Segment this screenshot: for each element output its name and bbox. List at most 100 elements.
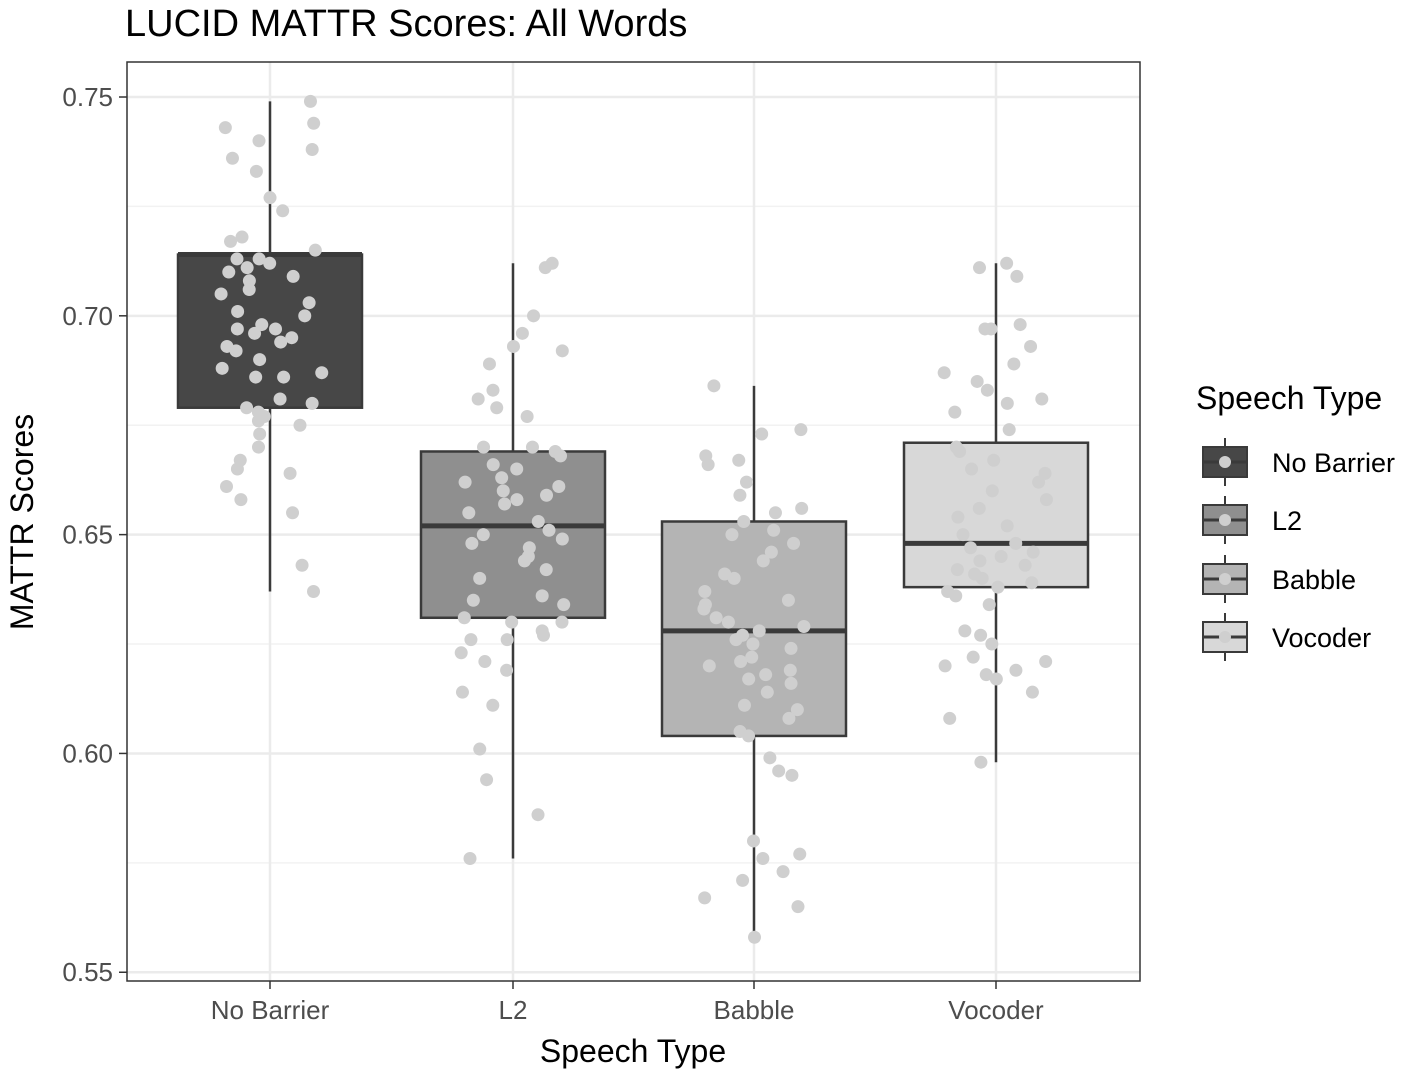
- data-point-vocoder: [973, 261, 987, 275]
- y-tick-label: 0.75: [62, 82, 113, 112]
- data-point-vocoder: [1013, 318, 1027, 332]
- data-point-babble: [742, 729, 756, 743]
- data-point-babble: [785, 768, 799, 782]
- data-point-l2: [465, 536, 479, 550]
- legend-label-l2: L2: [1272, 506, 1302, 536]
- data-point-no-barrier: [234, 493, 248, 507]
- data-point-vocoder: [956, 528, 970, 542]
- data-point-babble: [794, 423, 808, 437]
- data-point-no-barrier: [220, 479, 234, 493]
- data-point-vocoder: [1002, 423, 1016, 437]
- x-tick-label-no-barrier: No Barrier: [211, 995, 330, 1025]
- data-point-babble: [790, 703, 804, 717]
- data-point-babble: [768, 506, 782, 520]
- data-point-vocoder: [1039, 493, 1053, 507]
- legend-key-point-no-barrier: [1219, 456, 1231, 468]
- data-point-vocoder: [979, 668, 993, 682]
- data-point-vocoder: [987, 453, 1001, 467]
- legend-key-point-vocoder: [1219, 631, 1231, 643]
- data-point-no-barrier: [251, 440, 265, 454]
- data-point-babble: [736, 873, 750, 887]
- data-point-no-barrier: [252, 252, 266, 266]
- data-point-no-barrier: [263, 256, 277, 270]
- data-point-l2: [473, 742, 487, 756]
- data-point-l2: [500, 663, 514, 677]
- data-point-no-barrier: [302, 296, 316, 310]
- data-point-no-barrier: [277, 370, 291, 384]
- box-l2: [419, 450, 607, 620]
- x-tick-label-l2: L2: [499, 995, 528, 1025]
- data-point-babble: [760, 685, 774, 699]
- data-point-l2: [555, 532, 569, 546]
- data-point-vocoder: [980, 383, 994, 397]
- data-point-babble: [756, 554, 770, 568]
- data-point-l2: [466, 593, 480, 607]
- data-point-vocoder: [1009, 663, 1023, 677]
- chart-title: LUCID MATTR Scores: All Words: [125, 3, 687, 45]
- data-point-no-barrier: [252, 134, 266, 148]
- data-point-l2: [510, 462, 524, 476]
- data-point-no-barrier: [248, 326, 262, 340]
- data-point-no-barrier: [249, 370, 263, 384]
- data-point-l2: [536, 628, 550, 642]
- data-point-l2: [454, 646, 468, 660]
- data-point-l2: [473, 571, 487, 585]
- data-point-no-barrier: [235, 230, 249, 244]
- data-point-babble: [745, 650, 759, 664]
- data-point-l2: [525, 440, 539, 454]
- data-point-l2: [539, 563, 553, 577]
- data-point-vocoder: [985, 484, 999, 498]
- data-point-l2: [517, 554, 531, 568]
- plot-border: [126, 61, 1141, 982]
- data-point-l2: [540, 488, 554, 502]
- data-point-l2: [482, 357, 496, 371]
- data-point-vocoder: [991, 580, 1005, 594]
- data-point-no-barrier: [231, 304, 245, 318]
- data-point-l2: [527, 309, 541, 323]
- data-point-vocoder: [974, 628, 988, 642]
- data-point-l2: [480, 773, 494, 787]
- data-point-vocoder: [985, 637, 999, 651]
- data-point-l2: [554, 449, 568, 463]
- data-point-l2: [555, 344, 569, 358]
- data-point-babble: [752, 624, 766, 638]
- data-point-babble: [746, 637, 760, 651]
- data-point-no-barrier: [263, 191, 277, 205]
- x-tick-label-vocoder: Vocoder: [948, 995, 1044, 1025]
- data-point-vocoder: [965, 462, 979, 476]
- legend-key-point-babble: [1219, 573, 1231, 585]
- data-point-vocoder: [949, 589, 963, 603]
- data-point-vocoder: [973, 554, 987, 568]
- y-tick-label: 0.70: [62, 301, 113, 331]
- data-point-l2: [486, 698, 500, 712]
- data-point-no-barrier: [303, 94, 317, 108]
- data-point-babble: [797, 620, 811, 634]
- data-point-vocoder: [1000, 256, 1014, 270]
- data-point-babble: [784, 676, 798, 690]
- data-point-babble: [701, 458, 715, 472]
- box-group: [176, 101, 1090, 938]
- data-point-vocoder: [978, 322, 992, 336]
- data-point-l2: [495, 471, 509, 485]
- data-point-no-barrier: [249, 164, 263, 178]
- box-vocoder: [902, 441, 1090, 589]
- data-point-no-barrier: [230, 252, 244, 266]
- data-point-no-barrier: [224, 234, 238, 248]
- data-point-no-barrier: [253, 353, 267, 367]
- data-point-no-barrier: [214, 287, 228, 301]
- legend-label-babble: Babble: [1272, 565, 1356, 595]
- data-point-babble: [764, 545, 778, 559]
- data-point-babble: [702, 659, 716, 673]
- data-point-l2: [520, 409, 534, 423]
- data-point-babble: [787, 536, 801, 550]
- data-point-vocoder: [982, 598, 996, 612]
- data-point-l2: [515, 326, 529, 340]
- data-point-no-barrier: [240, 401, 254, 415]
- data-point-l2: [471, 392, 485, 406]
- data-point-babble: [781, 593, 795, 607]
- data-point-vocoder: [964, 541, 978, 555]
- data-point-no-barrier: [274, 335, 288, 349]
- y-axis: 0.55 0.60 0.65 0.70 0.75: [62, 82, 127, 987]
- data-point-babble: [782, 711, 796, 725]
- data-point-babble: [698, 891, 712, 905]
